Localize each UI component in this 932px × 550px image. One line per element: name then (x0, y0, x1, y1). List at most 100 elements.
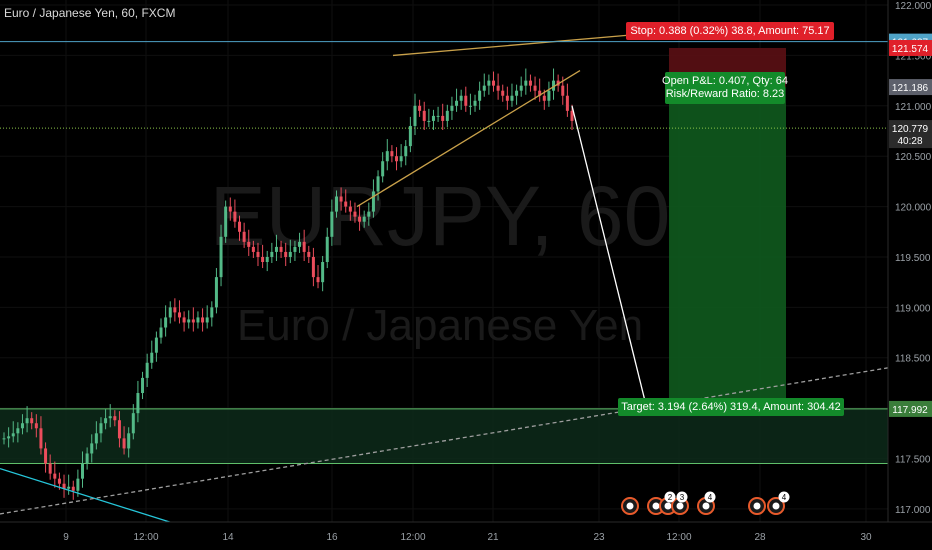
candle-body (293, 246, 297, 252)
candle-body (455, 100, 459, 106)
candle-body (399, 156, 403, 162)
price-tag-text: 117.992 (892, 405, 928, 416)
candle-body (288, 251, 292, 257)
candle-body (510, 95, 514, 101)
x-tick-label: 12:00 (666, 532, 691, 543)
candle-body (94, 433, 98, 444)
candle-body (214, 277, 218, 308)
price-tag-text: 121.186 (892, 83, 929, 94)
candle-body (487, 80, 491, 86)
event-count-text: 3 (680, 493, 685, 502)
candle-body (247, 241, 251, 247)
candle-body (261, 256, 265, 263)
y-tick-label: 119.500 (895, 253, 931, 264)
candle-body (187, 319, 191, 323)
candle-body (279, 246, 283, 252)
y-tick-label: 120.500 (895, 152, 932, 163)
event-icon-dot (652, 502, 660, 510)
candle-body (224, 206, 228, 237)
event-icon-dot (676, 502, 684, 510)
candle-body (561, 85, 565, 96)
candle-body (228, 206, 232, 212)
event-count-badge (676, 491, 688, 503)
candle-body (44, 448, 48, 464)
candle-body (307, 251, 311, 257)
candle-body (274, 246, 278, 252)
wedge-lower-line[interactable] (356, 69, 581, 208)
target-label-text: Target: 3.194 (2.64%) 319.4, Amount: 304… (621, 401, 841, 413)
dashed-trend-line[interactable] (0, 367, 889, 515)
price-tag-text: 40:28 (897, 136, 922, 147)
event-icon-dot (664, 502, 672, 510)
event-icon-dot (626, 502, 634, 510)
x-tick-label: 30 (860, 532, 872, 543)
candle-body (205, 317, 209, 323)
candle-body (104, 418, 108, 424)
candle-body (344, 201, 348, 207)
x-tick-label: 21 (487, 532, 499, 543)
y-tick-label: 117.500 (895, 455, 931, 466)
candle-body (67, 486, 71, 489)
candle-body (233, 211, 237, 222)
x-tick-label: 16 (326, 532, 338, 543)
candle-body (108, 416, 112, 419)
candle-body (127, 433, 131, 449)
candle-body (99, 423, 103, 434)
projection-arrow-line[interactable] (571, 105, 649, 414)
candle-body (547, 90, 551, 101)
candle-body (473, 100, 477, 106)
stop-label-text: Stop: 0.388 (0.32%) 38.8, Amount: 75.17 (630, 25, 829, 37)
candle-body (468, 105, 472, 107)
x-tick-label: 12:00 (133, 532, 158, 543)
candle-body (154, 337, 158, 353)
candle-body (427, 120, 431, 122)
candle-body (284, 251, 288, 257)
y-tick-label: 122.000 (895, 1, 932, 12)
candle-body (71, 486, 75, 491)
candle-body (164, 317, 168, 328)
candle-body (441, 115, 445, 121)
candle-body (367, 211, 371, 217)
candle-body (501, 90, 505, 96)
candle-body (570, 110, 574, 121)
candle-body (436, 115, 440, 117)
support-zone (0, 408, 888, 464)
stop-label-box (626, 22, 834, 40)
candle-body (418, 105, 422, 111)
wedge-upper-line[interactable] (392, 34, 629, 57)
candle-body (242, 231, 246, 242)
candle-body (390, 151, 394, 157)
event-count-text: 2 (668, 493, 673, 502)
candle-body (302, 241, 306, 252)
candle-body (25, 418, 29, 424)
y-tick-label: 120.000 (895, 203, 932, 214)
candle-body (519, 85, 523, 91)
event-icon-dot (772, 502, 780, 510)
candle-body (113, 416, 117, 421)
candle-body (321, 262, 325, 283)
candle-body (524, 80, 528, 86)
candle-body (168, 307, 172, 318)
support-trend-line[interactable] (0, 467, 193, 530)
price-tag-text: 121.574 (892, 44, 929, 55)
event-icon-dot (702, 502, 710, 510)
candle-body (76, 478, 80, 491)
pnl-label-text: Open P&L: 0.407, Qty: 64 (662, 75, 788, 87)
candle-body (348, 206, 352, 212)
candle-body (11, 433, 15, 437)
candle-body (395, 156, 399, 162)
candle-body (496, 85, 500, 91)
candle-body (90, 443, 94, 454)
candle-body (358, 216, 362, 222)
y-tick-label: 118.500 (895, 354, 931, 365)
candle-body (371, 191, 375, 212)
candle-body (334, 196, 338, 212)
y-tick-label: 117.000 (895, 505, 931, 516)
candle-body (201, 317, 205, 323)
candle-body (381, 161, 385, 177)
candle-body (191, 319, 195, 323)
candle-body (20, 423, 24, 429)
candle-body (491, 80, 495, 86)
candle-body (362, 216, 366, 222)
